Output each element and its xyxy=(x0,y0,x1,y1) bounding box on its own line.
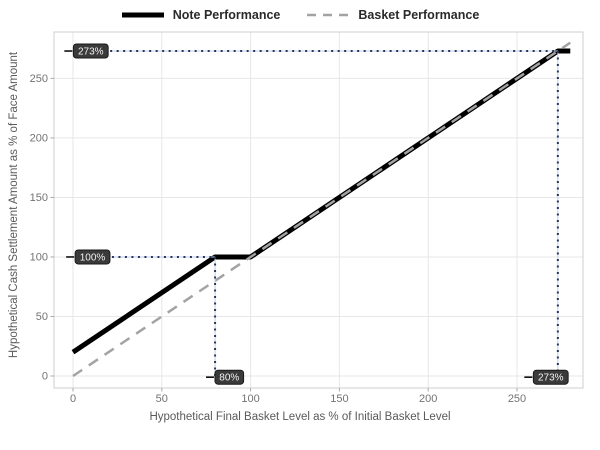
basket-performance-line xyxy=(72,41,571,378)
legend: Note Performance Basket Performance xyxy=(0,8,600,22)
x-tick-label: 250 xyxy=(508,393,526,405)
annotation-label-box xyxy=(74,249,111,265)
annotation-label-text: 273% xyxy=(538,373,564,384)
y-tick-label: 150 xyxy=(30,192,48,204)
annotation-label-text: 100% xyxy=(80,252,106,263)
annotation-label-box xyxy=(72,43,109,59)
note-line-swatch-icon xyxy=(121,12,164,18)
series-layer xyxy=(71,41,571,378)
y-tick-label: 100 xyxy=(30,251,48,263)
y-tick-label: 50 xyxy=(36,311,48,323)
note-performance-line xyxy=(71,48,571,355)
basket-line-swatch-icon xyxy=(307,13,350,17)
legend-label-basket: Basket Performance xyxy=(358,8,480,22)
annotation-label-text: 273% xyxy=(78,47,104,58)
annotation-layer: 273% 100% 80% 273% xyxy=(64,43,569,385)
legend-label-note: Note Performance xyxy=(172,8,281,22)
legend-item-basket: Basket Performance xyxy=(306,8,479,22)
y-tick-label: 0 xyxy=(42,371,48,383)
x-axis-title: Hypothetical Final Basket Level as % of … xyxy=(149,411,450,423)
x-tick-label: 50 xyxy=(156,393,168,405)
legend-item-note: Note Performance xyxy=(121,8,281,22)
annotation-label-box xyxy=(532,369,569,385)
x-tick-label: 200 xyxy=(419,393,437,405)
y-tick-label: 250 xyxy=(30,73,48,85)
axis-layer: 0 50 100 150 200 250 0 50 100 150 200 250 xyxy=(30,73,527,405)
panel-border xyxy=(53,31,584,389)
x-tick-label: 0 xyxy=(70,393,76,405)
annotation-label-text: 80% xyxy=(219,373,239,384)
x-tick-label: 150 xyxy=(330,393,348,405)
x-tick-label: 100 xyxy=(241,393,259,405)
annotation-label-box xyxy=(214,369,245,385)
y-tick-label: 200 xyxy=(30,132,48,144)
y-axis-title: Hypothetical Cash Settlement Amount as %… xyxy=(8,51,20,358)
